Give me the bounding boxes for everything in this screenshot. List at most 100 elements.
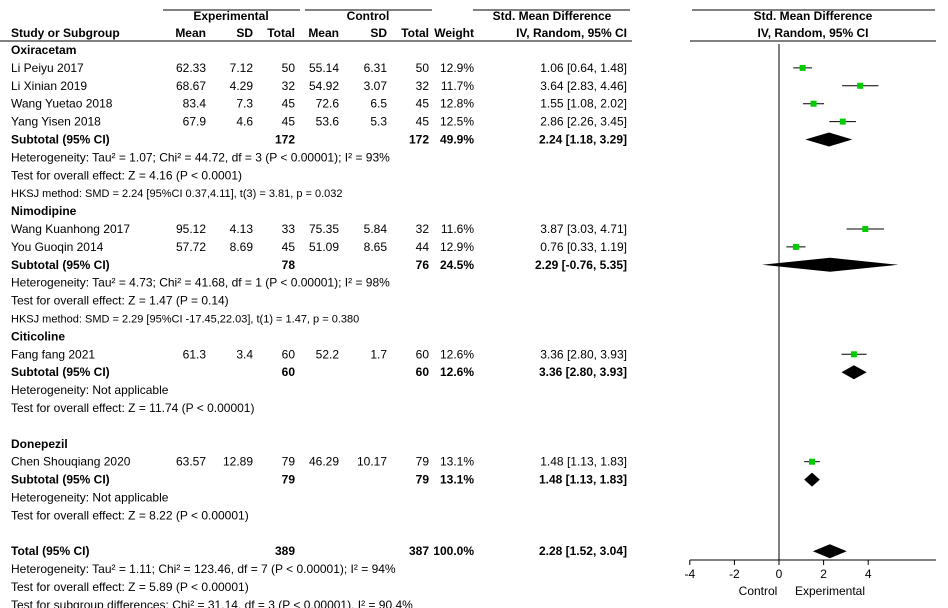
smd-header: Std. Mean Difference <box>493 9 612 23</box>
experimental-sd-value: 4.29 <box>230 79 254 93</box>
control-sd-value: 3.07 <box>364 79 388 93</box>
control-total-value: 76 <box>416 258 430 272</box>
statistics-note: Test for overall effect: Z = 1.47 (P = 0… <box>11 294 229 308</box>
subgroup-heading: Oxiracetam <box>11 43 76 57</box>
control-total-value: 45 <box>416 97 430 111</box>
experimental-total-value: 50 <box>282 61 296 75</box>
experimental-header: Experimental <box>193 9 268 23</box>
control-mean-value: 52.2 <box>316 347 340 361</box>
control-mean-header: Mean <box>308 26 339 40</box>
subtotal-label: Subtotal (95% CI) <box>11 473 110 487</box>
study-point-marker <box>862 226 869 232</box>
experimental-sd-value: 4.13 <box>230 222 254 236</box>
total-diamond <box>812 544 847 559</box>
control-total-value: 32 <box>416 222 430 236</box>
study-name: Fang fang 2021 <box>11 347 95 361</box>
study-name: Chen Shouqiang 2020 <box>11 455 131 469</box>
subgroup-heading: Nimodipine <box>11 204 77 218</box>
study-name: You Guoqin 2014 <box>11 240 104 254</box>
experimental-total-value: 45 <box>282 97 296 111</box>
control-mean-value: 72.6 <box>316 97 340 111</box>
control-sd-header: SD <box>370 26 387 40</box>
study-column-header: Study or Subgroup <box>11 26 120 40</box>
subtotal-diamond <box>804 472 820 487</box>
experimental-mean-value: 62.33 <box>176 61 206 75</box>
study-point-marker <box>799 64 806 71</box>
smd-ci-value: 2.24 [1.18, 3.29] <box>539 133 627 147</box>
experimental-total-value: 45 <box>282 240 296 254</box>
weight-value: 11.6% <box>441 222 474 236</box>
subtotal-label: Subtotal (95% CI) <box>11 258 110 272</box>
study-name: Li Peiyu 2017 <box>11 61 84 75</box>
control-header: Control <box>347 9 390 23</box>
weight-value: 49.9% <box>440 133 474 147</box>
experimental-mean-value: 67.9 <box>183 115 207 129</box>
control-total-value: 60 <box>416 347 430 361</box>
study-name: Li Xinian 2019 <box>11 79 87 93</box>
experimental-sd-value: 8.69 <box>230 240 254 254</box>
experimental-mean-value: 95.12 <box>176 222 206 236</box>
study-name: Yang Yisen 2018 <box>11 115 101 129</box>
control-mean-value: 51.09 <box>309 240 339 254</box>
control-sd-value: 5.3 <box>370 115 387 129</box>
weight-value: 13.1% <box>440 473 474 487</box>
x-tick-label: -4 <box>684 567 695 581</box>
control-total-header: Total <box>401 26 429 40</box>
experimental-total-value: 79 <box>282 455 296 469</box>
control-total-value: 172 <box>409 133 429 147</box>
x-tick-label: -2 <box>729 567 740 581</box>
subtotal-label: Subtotal (95% CI) <box>11 365 110 379</box>
control-sd-value: 10.17 <box>357 455 387 469</box>
smd-ci-value: 1.06 [0.64, 1.48] <box>540 61 627 75</box>
experimental-sd-value: 12.89 <box>223 455 253 469</box>
control-total-value: 79 <box>416 455 430 469</box>
statistics-note: Heterogeneity: Tau² = 1.07; Chi² = 44.72… <box>11 150 390 164</box>
subgroup-heading: Donepezil <box>11 437 68 451</box>
control-mean-value: 54.92 <box>309 79 339 93</box>
experimental-total-value: 60 <box>282 347 296 361</box>
smd-ci-value: 1.55 [1.08, 2.02] <box>540 97 627 111</box>
statistics-note: Test for overall effect: Z = 8.22 (P < 0… <box>11 508 249 522</box>
smd-ci-value: 3.36 [2.80, 3.93] <box>539 365 627 379</box>
weight-value: 12.6% <box>440 365 474 379</box>
study-point-marker <box>810 100 817 107</box>
plot-method-header: IV, Random, 95% CI <box>758 26 869 40</box>
weight-header: Weight <box>434 26 474 40</box>
statistics-note: Test for overall effect: Z = 11.74 (P < … <box>11 401 254 415</box>
x-tick-label: 4 <box>865 567 872 581</box>
statistics-note: Heterogeneity: Tau² = 1.11; Chi² = 123.4… <box>11 562 396 576</box>
weight-value: 13.1% <box>440 455 474 469</box>
weight-value: 24.5% <box>440 258 474 272</box>
weight-value: 100.0% <box>433 544 474 558</box>
hksj-note: HKSJ method: SMD = 2.29 [95%CI -17.45,22… <box>11 314 359 326</box>
study-point-marker <box>857 82 864 89</box>
weight-value: 12.9% <box>440 61 474 75</box>
experimental-total-value: 45 <box>282 115 296 129</box>
control-sd-value: 6.31 <box>364 61 388 75</box>
experimental-sd-value: 7.12 <box>230 61 254 75</box>
control-mean-value: 55.14 <box>309 61 339 75</box>
experimental-total-value: 60 <box>282 365 296 379</box>
control-sd-value: 1.7 <box>370 347 387 361</box>
experimental-total-value: 389 <box>275 544 295 558</box>
weight-value: 12.8% <box>440 97 474 111</box>
control-sd-value: 5.84 <box>364 222 388 236</box>
control-total-value: 44 <box>416 240 430 254</box>
experimental-total-header: Total <box>267 26 295 40</box>
study-point-marker <box>809 458 816 465</box>
experimental-mean-header: Mean <box>175 26 206 40</box>
experimental-sd-value: 3.4 <box>236 347 253 361</box>
experimental-total-value: 32 <box>282 79 296 93</box>
control-mean-value: 53.6 <box>316 115 340 129</box>
axis-favours-left-label: Control <box>739 584 778 598</box>
statistics-note: Test for overall effect: Z = 5.89 (P < 0… <box>11 580 249 594</box>
experimental-sd-value: 4.6 <box>236 115 253 129</box>
experimental-total-value: 33 <box>282 222 296 236</box>
smd-ci-value: 0.76 [0.33, 1.19] <box>540 240 627 254</box>
plot-title: Std. Mean Difference <box>754 9 873 23</box>
x-tick-label: 0 <box>776 567 783 581</box>
smd-ci-value: 3.36 [2.80, 3.93] <box>540 347 627 361</box>
smd-ci-value: 2.86 [2.26, 3.45] <box>540 115 627 129</box>
control-total-value: 60 <box>416 365 430 379</box>
control-total-value: 32 <box>416 79 430 93</box>
